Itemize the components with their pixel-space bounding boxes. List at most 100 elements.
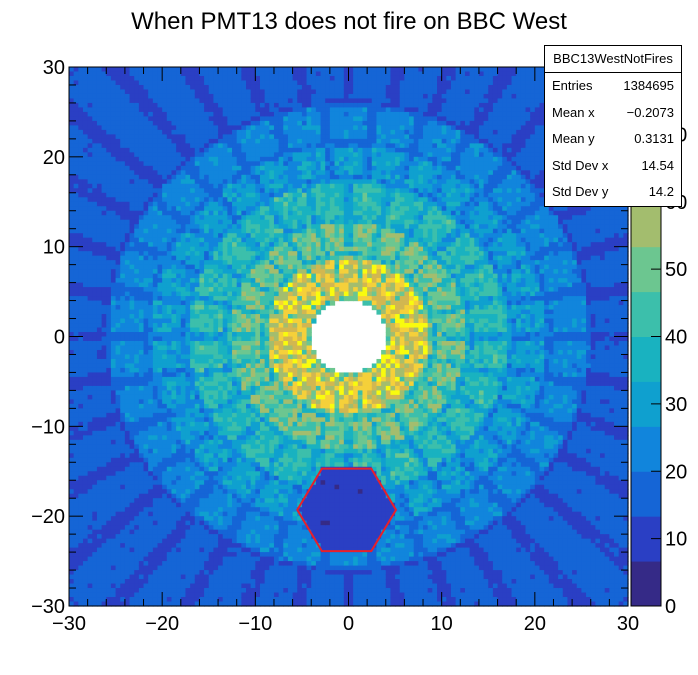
heatmap-cell bbox=[227, 565, 233, 571]
heatmap-cell bbox=[78, 67, 84, 73]
heatmap-cell bbox=[152, 242, 159, 248]
heatmap-cell bbox=[115, 543, 121, 549]
heatmap-cell bbox=[227, 489, 233, 495]
heatmap-cell bbox=[204, 206, 210, 212]
heatmap-cell bbox=[73, 570, 79, 576]
heatmap-cell bbox=[171, 435, 177, 441]
heatmap-cell bbox=[208, 489, 215, 495]
heatmap-cell bbox=[190, 197, 196, 203]
heatmap-cell bbox=[73, 462, 79, 468]
heatmap-cell bbox=[190, 228, 196, 234]
heatmap-cell bbox=[218, 246, 224, 252]
heatmap-cell bbox=[106, 107, 112, 113]
heatmap-cell bbox=[194, 444, 201, 450]
heatmap-cell bbox=[241, 336, 247, 342]
heatmap-cell bbox=[82, 138, 89, 144]
heatmap-cell bbox=[101, 556, 107, 562]
heatmap-cell bbox=[129, 287, 135, 293]
heatmap-cell bbox=[143, 403, 149, 409]
heatmap-cell bbox=[162, 358, 168, 365]
heatmap-cell bbox=[162, 511, 168, 517]
heatmap-cell bbox=[204, 412, 210, 418]
heatmap-cell bbox=[176, 556, 182, 562]
heatmap-cell bbox=[96, 579, 103, 585]
heatmap-cell bbox=[138, 462, 145, 468]
heatmap-cell bbox=[236, 561, 242, 567]
heatmap-cell bbox=[232, 102, 238, 109]
heatmap-cell bbox=[171, 412, 177, 418]
heatmap-cell bbox=[241, 116, 247, 122]
heatmap-cell bbox=[101, 561, 107, 567]
heatmap-cell bbox=[222, 345, 228, 351]
heatmap-cell bbox=[129, 372, 135, 378]
heatmap-cell bbox=[138, 529, 145, 535]
heatmap-cell bbox=[115, 125, 121, 131]
heatmap-cell bbox=[213, 376, 219, 383]
heatmap-cell bbox=[120, 570, 126, 576]
heatmap-cell bbox=[148, 448, 154, 454]
heatmap-cell bbox=[92, 233, 98, 239]
heatmap-cell bbox=[208, 394, 215, 400]
heatmap-cell bbox=[143, 480, 149, 486]
heatmap-cell bbox=[199, 448, 205, 454]
heatmap-cell bbox=[138, 412, 145, 418]
heatmap-cell bbox=[190, 543, 196, 549]
heatmap-cell bbox=[92, 188, 98, 194]
heatmap-cell bbox=[124, 116, 131, 122]
heatmap-cell bbox=[199, 565, 205, 571]
heatmap-cell bbox=[185, 385, 191, 391]
heatmap-cell bbox=[236, 466, 242, 472]
heatmap-cell bbox=[115, 111, 121, 118]
heatmap-cell bbox=[208, 264, 215, 270]
heatmap-cell bbox=[115, 98, 121, 104]
heatmap-cell bbox=[110, 228, 117, 234]
heatmap-cell bbox=[246, 179, 252, 185]
heatmap-cell bbox=[218, 219, 224, 225]
heatmap-cell bbox=[129, 354, 135, 360]
heatmap-cell bbox=[185, 147, 191, 153]
heatmap-cell bbox=[129, 192, 135, 198]
heatmap-cell bbox=[78, 574, 84, 580]
heatmap-cell bbox=[82, 367, 89, 374]
heatmap-cell bbox=[199, 242, 205, 248]
heatmap-cell bbox=[213, 498, 219, 504]
heatmap-cell bbox=[171, 228, 177, 234]
heatmap-cell bbox=[87, 336, 93, 342]
heatmap-cell bbox=[148, 183, 154, 189]
heatmap-cell bbox=[106, 138, 112, 144]
heatmap-cell bbox=[69, 475, 75, 481]
heatmap-cell bbox=[87, 129, 93, 135]
heatmap-cell bbox=[208, 174, 215, 180]
heatmap-cell bbox=[101, 170, 107, 176]
heatmap-cell bbox=[250, 480, 256, 486]
heatmap-cell bbox=[190, 358, 196, 365]
heatmap-cell bbox=[138, 287, 145, 293]
heatmap-cell bbox=[87, 84, 93, 91]
heatmap-cell bbox=[134, 98, 140, 104]
heatmap-cell bbox=[190, 255, 196, 261]
heatmap-cell bbox=[157, 435, 163, 441]
heatmap-cell bbox=[171, 457, 177, 463]
heatmap-cell bbox=[134, 367, 140, 374]
heatmap-cell bbox=[162, 228, 168, 234]
heatmap-cell bbox=[259, 143, 266, 149]
heatmap-cell bbox=[180, 165, 187, 171]
heatmap-cell bbox=[250, 457, 256, 463]
heatmap-cell bbox=[129, 71, 135, 77]
heatmap-cell bbox=[96, 516, 103, 522]
heatmap-cell bbox=[101, 552, 107, 558]
heatmap-cell bbox=[124, 358, 131, 365]
heatmap-cell bbox=[227, 134, 233, 140]
heatmap-cell bbox=[199, 336, 205, 342]
heatmap-cell bbox=[143, 98, 149, 104]
heatmap-cell bbox=[176, 570, 182, 576]
heatmap-cell bbox=[82, 525, 89, 531]
heatmap-cell bbox=[246, 349, 252, 356]
heatmap-cell bbox=[110, 408, 117, 414]
heatmap-cell bbox=[250, 408, 256, 414]
heatmap-cell bbox=[152, 592, 159, 598]
heatmap-cell bbox=[194, 210, 201, 216]
heatmap-cell bbox=[120, 390, 126, 396]
heatmap-cell bbox=[148, 385, 154, 391]
heatmap-cell bbox=[194, 179, 201, 185]
